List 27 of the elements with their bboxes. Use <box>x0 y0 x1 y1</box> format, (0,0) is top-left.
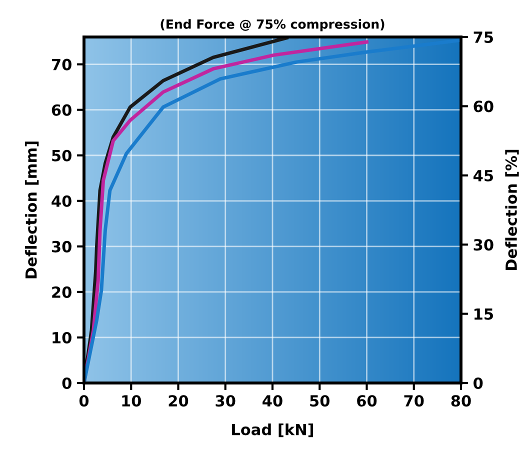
y-tick-label: 10 <box>52 332 72 344</box>
x-tick-label: 30 <box>216 395 236 407</box>
y-tick-label: 40 <box>52 195 72 207</box>
y-axis-title: Deflection [mm] <box>25 142 39 278</box>
x-tick-label: 70 <box>404 395 424 407</box>
y2-tick-label: 0 <box>474 377 483 390</box>
y-tick-label: 30 <box>52 240 72 252</box>
x-tick-label: 60 <box>357 395 377 407</box>
x-tick-label: 20 <box>168 395 188 407</box>
y2-tick-label: 45 <box>473 170 493 182</box>
y-tick-label: 60 <box>52 104 72 116</box>
y-tick-label: 20 <box>52 286 72 298</box>
y2-axis-title: Deflection [%] <box>505 150 519 270</box>
x-tick-label: 0 <box>79 395 89 407</box>
chart-title: (End Force @ 75% compression) <box>160 19 384 32</box>
y-tick-label: 0 <box>62 377 72 390</box>
y2-tick-label: 60 <box>474 100 494 112</box>
x-tick-label: 50 <box>310 395 330 407</box>
x-tick-label: 40 <box>262 395 282 407</box>
y-tick-label: 50 <box>52 150 72 162</box>
x-axis-title: Load [kN] <box>232 423 314 438</box>
y2-tick-label: 15 <box>474 308 493 320</box>
x-tick-label: 80 <box>451 395 471 407</box>
y-tick-label: 70 <box>52 58 72 70</box>
x-tick-label: 10 <box>122 395 142 407</box>
y2-tick-label: 30 <box>474 239 494 251</box>
y2-tick-label: 75 <box>474 32 493 44</box>
